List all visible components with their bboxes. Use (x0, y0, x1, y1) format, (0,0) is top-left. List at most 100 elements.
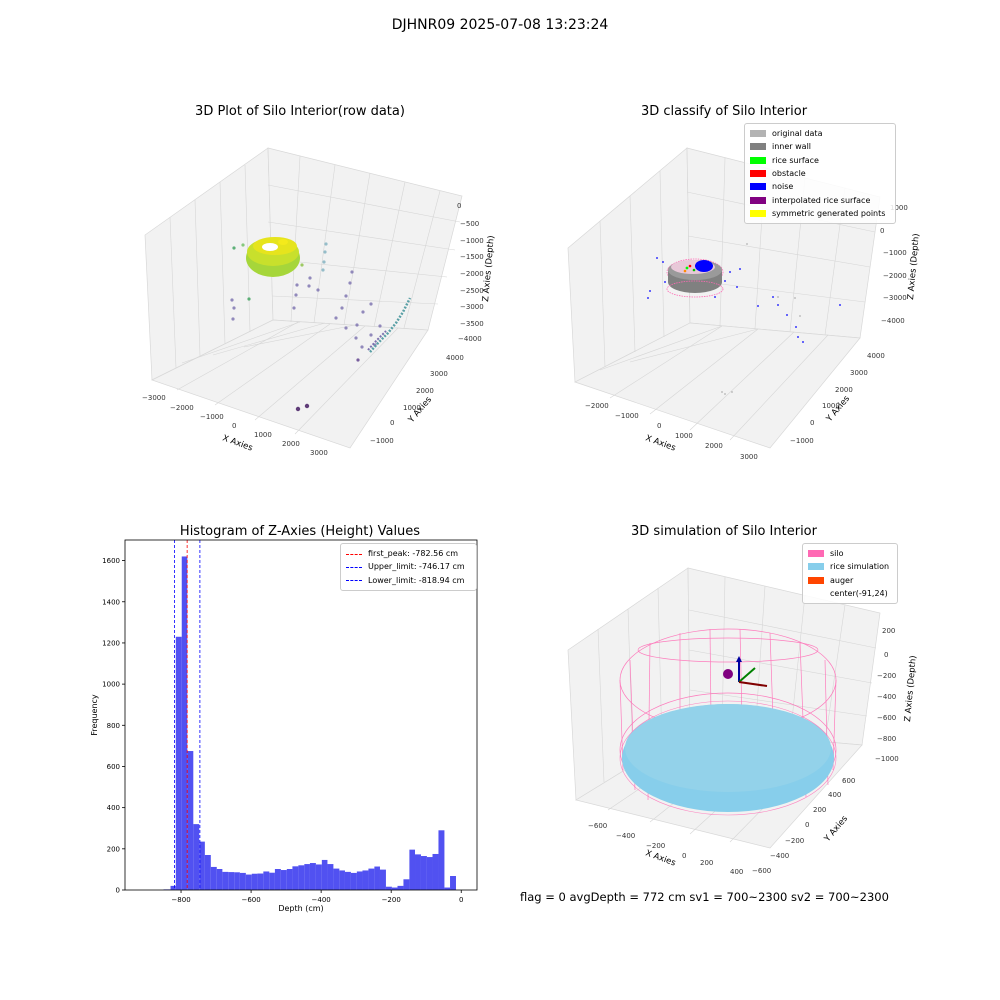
svg-text:−1000: −1000 (875, 755, 899, 763)
legend-item-upper-limit: Upper_limit: -746.17 cm (346, 560, 471, 573)
svg-text:1000: 1000 (403, 404, 421, 412)
legend-item-first-peak: first_peak: -782.56 cm (346, 547, 471, 560)
legend-label: center(-91,24) (830, 589, 888, 599)
raw-plot-title: 3D Plot of Silo Interior(row data) (195, 104, 405, 119)
svg-text:4000: 4000 (867, 352, 885, 360)
histogram-bar (397, 885, 404, 890)
y-tick-label: 1600 (102, 557, 120, 565)
legend-item-interpolated-rice-surface: interpolated rice surface (750, 193, 890, 206)
svg-text:1000: 1000 (822, 402, 840, 410)
legend-label: silo (830, 549, 844, 559)
legend-swatch (750, 170, 766, 178)
svg-text:−2500: −2500 (460, 287, 484, 295)
histogram-bar (426, 857, 433, 890)
legend-line-blue (346, 580, 362, 582)
legend-item-symmetric-generated-points: symmetric generated points (750, 207, 890, 220)
svg-text:−3000: −3000 (142, 394, 166, 402)
histogram-bar (309, 863, 316, 890)
histogram-bar (327, 864, 334, 890)
svg-text:−1500: −1500 (460, 253, 484, 261)
classify-x-label: X Axies (644, 433, 677, 453)
sim-z-label: Z Axies (Depth) (903, 655, 919, 722)
classify-silo-cluster (666, 258, 724, 298)
histogram-bar (286, 869, 293, 890)
legend-item-silo: silo (808, 547, 892, 560)
svg-text:−3000: −3000 (460, 303, 484, 311)
y-tick-label: 1200 (102, 639, 120, 647)
y-tick-label: 200 (107, 845, 120, 853)
histogram-bar (263, 871, 270, 890)
legend-label: rice surface (772, 155, 819, 165)
svg-text:3000: 3000 (850, 369, 868, 377)
svg-text:−2000: −2000 (585, 402, 609, 410)
svg-text:0: 0 (232, 422, 236, 430)
histogram-bar (356, 871, 363, 890)
svg-text:−200: −200 (646, 842, 665, 850)
histogram-bar (333, 868, 340, 890)
legend-swatch (808, 590, 824, 597)
legend-label: Upper_limit: -746.17 cm (368, 562, 465, 572)
svg-text:−1000: −1000 (615, 412, 639, 420)
histogram-bar (251, 873, 258, 890)
y-tick-label: 1000 (102, 681, 120, 689)
svg-text:−3000: −3000 (883, 294, 907, 302)
svg-text:−1000: −1000 (200, 413, 224, 421)
svg-text:200: 200 (813, 806, 826, 814)
raw-rice-surface-blob (246, 237, 300, 277)
svg-text:−200: −200 (877, 672, 896, 680)
raw-back-pane (267, 147, 463, 331)
legend-item-lower-limit: Lower_limit: -818.94 cm (346, 574, 471, 587)
svg-text:−2000: −2000 (460, 270, 484, 278)
legend-item-center: center(-91,24) (808, 587, 892, 600)
legend-label: symmetric generated points (772, 208, 886, 218)
histogram-bar (315, 864, 322, 890)
histogram-bar (210, 866, 217, 890)
legend-swatch (750, 130, 766, 138)
sim-y-label: Y Axies (822, 814, 850, 845)
histogram-bar (170, 885, 176, 890)
raw-x-label: X Axies (221, 433, 254, 453)
figure-title: DJHNR09 2025-07-08 13:23:24 (391, 17, 609, 33)
histogram-bar (409, 849, 416, 890)
classify-noise-points (647, 257, 841, 343)
legend-label: inner wall (772, 142, 812, 152)
svg-text:1000: 1000 (254, 431, 272, 439)
histogram-bar (269, 872, 275, 890)
simulation-legend: silo rice simulation auger center(-91,24… (802, 543, 898, 605)
histogram-bar (444, 887, 451, 890)
svg-text:2000: 2000 (282, 440, 300, 448)
legend-swatch (808, 550, 824, 558)
histogram-bar (415, 854, 421, 890)
histogram-bar (403, 879, 410, 890)
legend-item-obstacle: obstacle (750, 167, 890, 180)
histogram-bar (438, 830, 445, 890)
svg-text:−600: −600 (588, 822, 607, 830)
histogram-bar (222, 871, 229, 890)
classify-plot-title: 3D classify of Silo Interior (640, 104, 808, 119)
classify-floor-pane (574, 322, 861, 449)
histogram-bar (374, 866, 380, 890)
svg-text:−600: −600 (877, 714, 896, 722)
classify-original-points (721, 243, 801, 395)
raw-z-label: Z Axies (Depth) (481, 235, 497, 302)
x-tick-label: −400 (312, 896, 331, 904)
legend-label: rice simulation (830, 562, 890, 572)
histogram-bar (187, 751, 194, 890)
histogram-legend: first_peak: -782.56 cm Upper_limit: -746… (340, 543, 477, 591)
svg-text:0: 0 (810, 419, 814, 427)
y-tick-label: 400 (107, 804, 120, 812)
svg-text:−800: −800 (877, 735, 896, 743)
histogram-title: Histogram of Z-Axies (Height) Values (179, 524, 421, 539)
legend-item-rice-simulation: rice simulation (808, 560, 892, 573)
histogram-bar (280, 870, 287, 890)
simulation-plot-title: 3D simulation of Silo Interior (631, 524, 817, 539)
svg-text:0: 0 (880, 227, 884, 235)
histogram-bar (204, 855, 211, 890)
legend-label: noise (772, 182, 794, 192)
svg-text:−3500: −3500 (460, 320, 484, 328)
svg-text:0: 0 (657, 422, 661, 430)
x-tick-label: −600 (241, 896, 260, 904)
svg-text:3000: 3000 (430, 370, 448, 378)
svg-text:−4000: −4000 (881, 317, 905, 325)
svg-text:400: 400 (828, 791, 841, 799)
